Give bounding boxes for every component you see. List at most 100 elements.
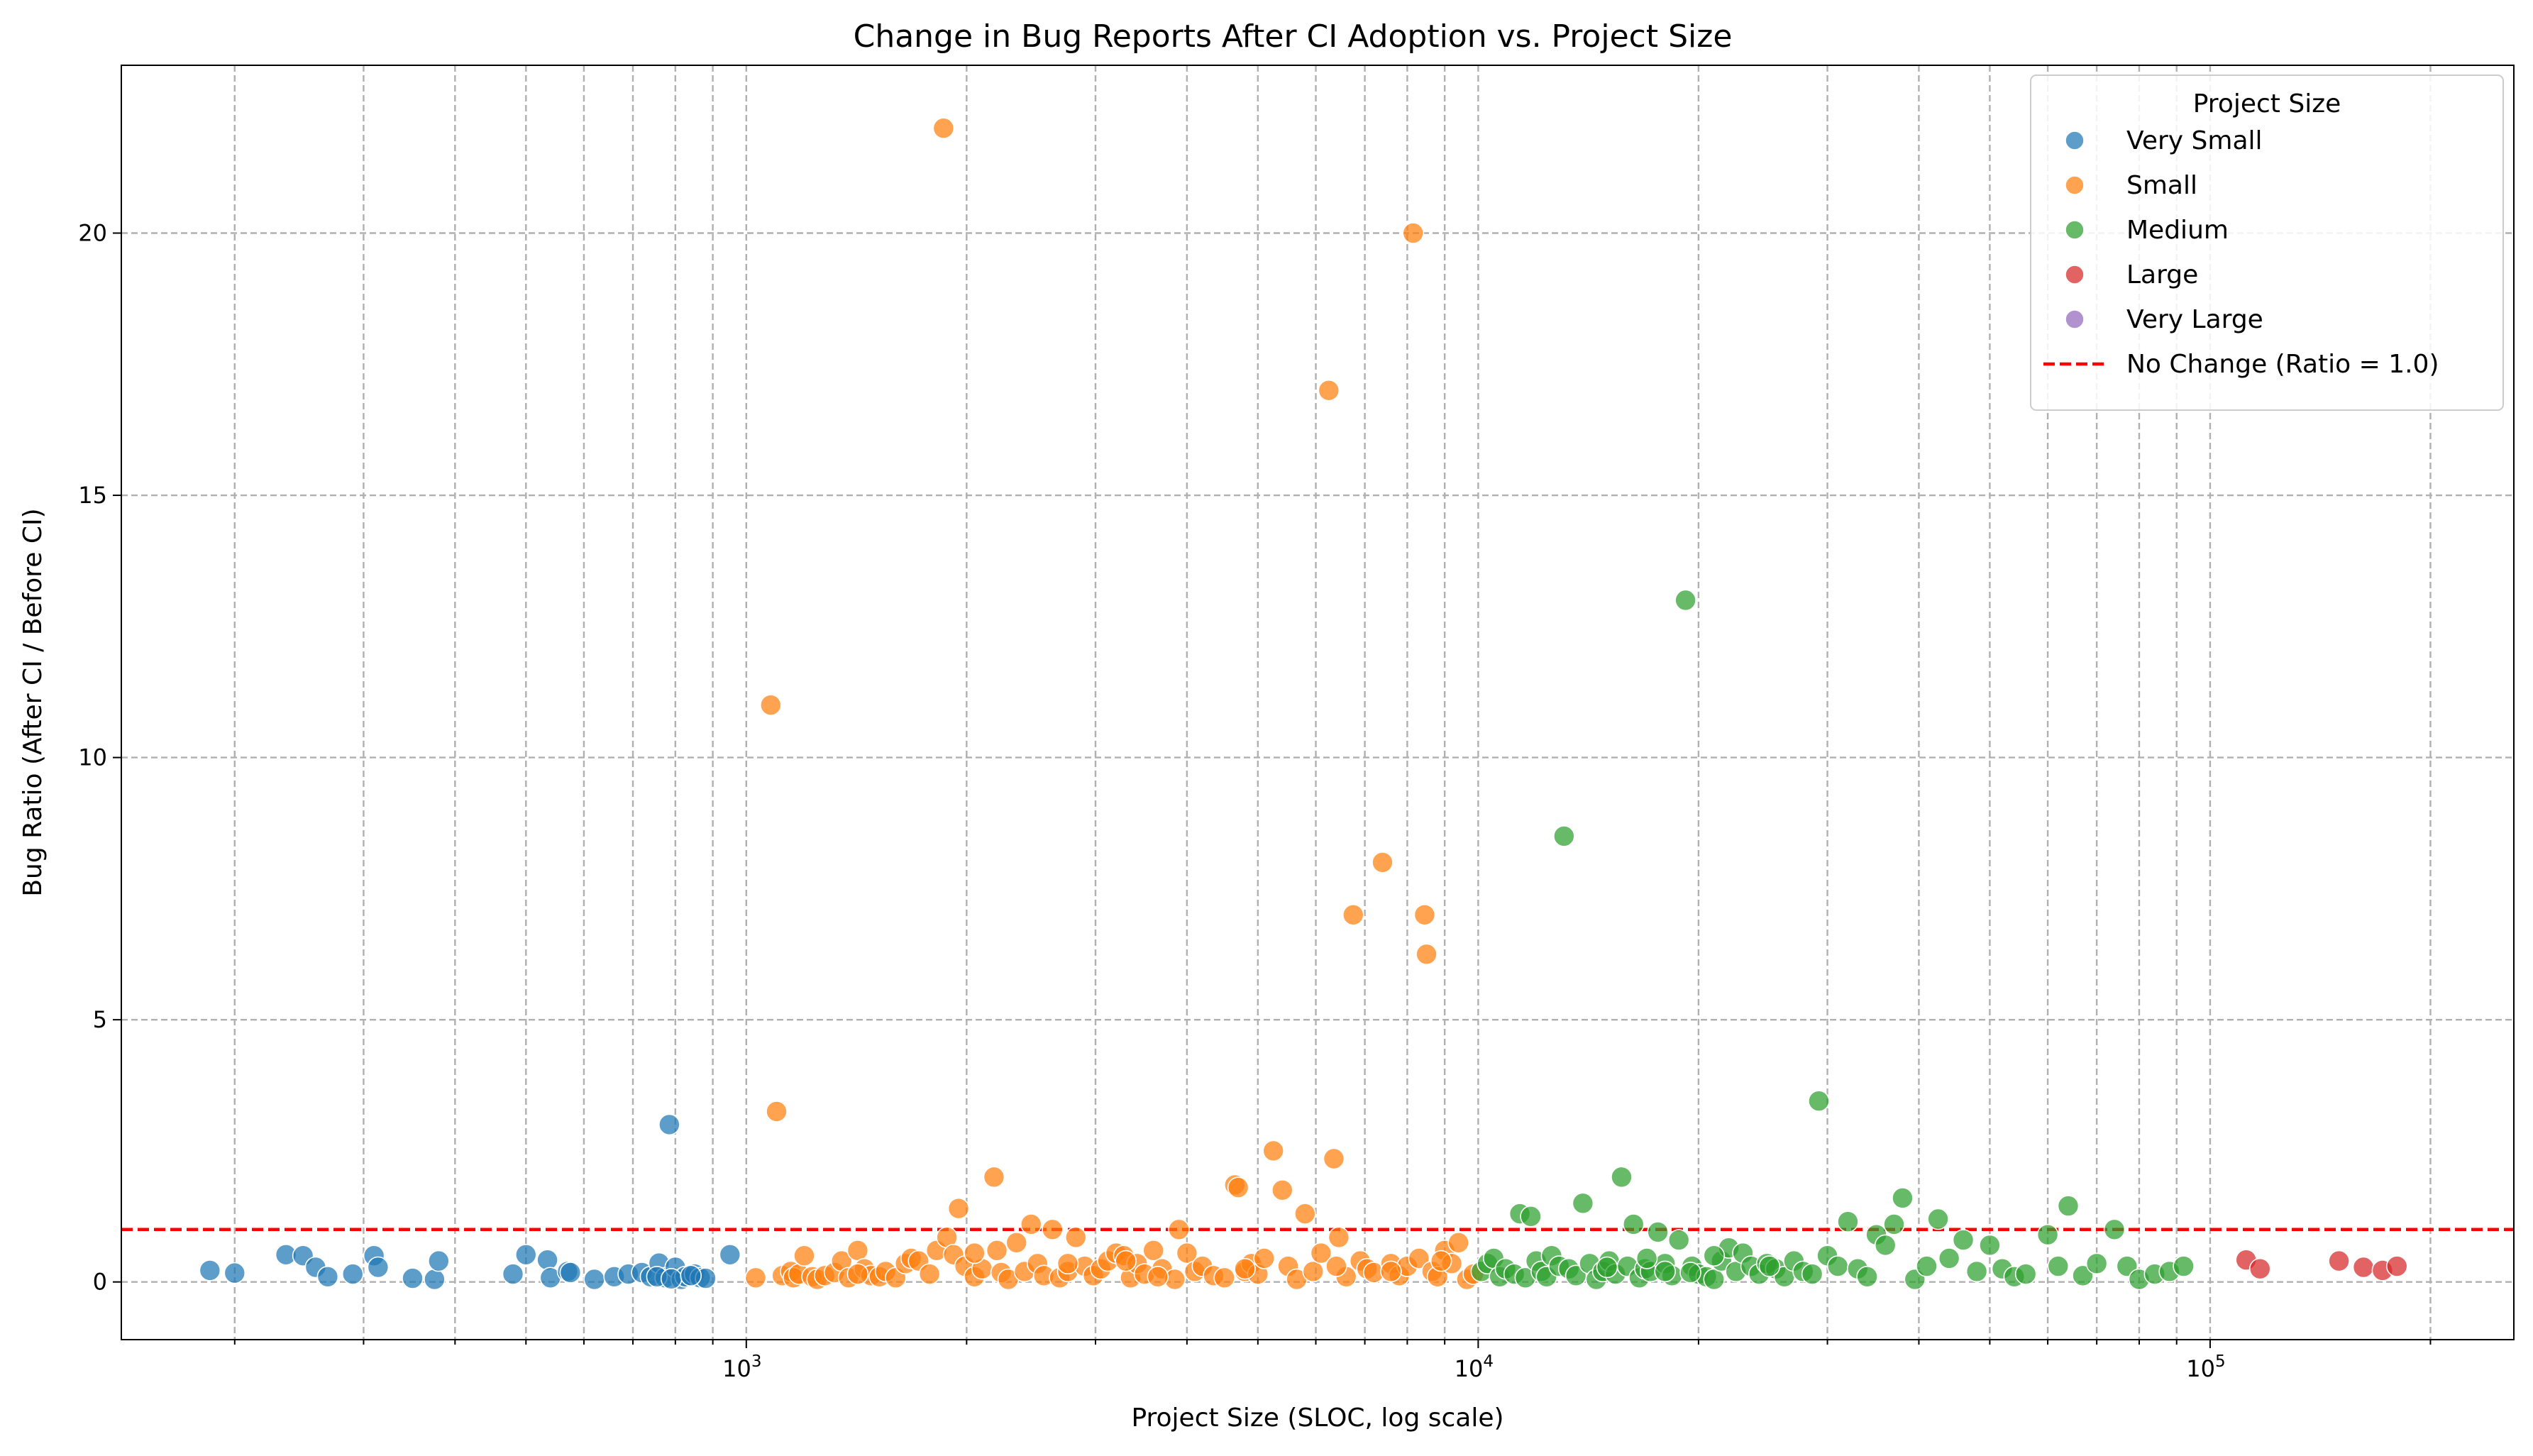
data-point <box>1213 1267 1235 1289</box>
data-point <box>2057 1195 2080 1217</box>
data-point <box>1328 1226 1350 1249</box>
legend-label: Very Large <box>2126 305 2263 334</box>
data-point <box>918 1263 941 1285</box>
data-point <box>1142 1240 1164 1262</box>
y-axis-ticks: 0 5 10 15 20 <box>78 220 121 1296</box>
data-point <box>1611 1166 1633 1188</box>
data-point <box>1447 1231 1469 1254</box>
data-point <box>1758 1255 1781 1277</box>
data-point <box>1837 1210 1859 1233</box>
data-point <box>2385 1255 2408 1277</box>
data-point <box>1856 1266 1878 1288</box>
data-point <box>1253 1247 1276 1269</box>
legend-label: Small <box>2126 171 2197 200</box>
data-point <box>932 117 955 139</box>
data-point <box>367 1256 390 1279</box>
data-point <box>2352 1256 2375 1279</box>
data-point <box>2072 1264 2094 1287</box>
data-point <box>1892 1187 1914 1209</box>
y-tick-label: 10 <box>78 744 107 771</box>
data-point <box>536 1249 558 1271</box>
data-point <box>983 1166 1005 1188</box>
data-point <box>2036 1223 2059 1246</box>
data-point <box>986 1240 1008 1262</box>
x-axis-ticks: 103 104 105 <box>233 1340 2432 1382</box>
data-point <box>1408 1247 1430 1269</box>
data-point <box>1674 589 1696 612</box>
data-point <box>1342 904 1364 926</box>
data-point <box>1874 1234 1897 1257</box>
data-point <box>402 1267 424 1289</box>
data-point <box>658 1113 680 1136</box>
data-point <box>1310 1242 1332 1264</box>
data-point <box>1005 1231 1027 1254</box>
x-tick-label: 103 <box>722 1352 761 1382</box>
chart-title: Change in Bug Reports After CI Adoption … <box>854 18 1733 55</box>
legend-marker <box>2065 220 2085 240</box>
data-point <box>1430 1250 1452 1272</box>
data-point <box>2248 1257 2271 1280</box>
data-point <box>2085 1252 2108 1275</box>
data-point <box>1372 851 1394 873</box>
data-point <box>846 1240 869 1262</box>
data-point <box>224 1262 246 1284</box>
data-point <box>1667 1229 1690 1251</box>
data-point <box>2103 1218 2126 1241</box>
data-point <box>1056 1252 1079 1275</box>
data-point <box>1262 1140 1285 1162</box>
data-point <box>680 1264 702 1287</box>
data-point <box>1883 1213 1905 1235</box>
data-point <box>1703 1268 1726 1291</box>
y-tick-label: 20 <box>78 220 107 247</box>
y-tick-label: 0 <box>93 1269 107 1296</box>
legend-marker <box>2065 309 2085 329</box>
data-point <box>1402 222 1425 244</box>
data-point <box>1938 1247 1960 1269</box>
data-point <box>583 1268 605 1291</box>
data-point <box>2328 1250 2350 1272</box>
data-point <box>1679 1262 1701 1284</box>
legend-label: No Change (Ratio = 1.0) <box>2126 350 2439 379</box>
data-point <box>1916 1255 1938 1277</box>
data-point <box>316 1266 339 1288</box>
data-point <box>1323 1147 1345 1170</box>
data-point <box>1965 1260 1988 1283</box>
legend-label: Large <box>2126 260 2198 289</box>
data-point <box>1020 1213 1042 1235</box>
data-point <box>1416 943 1437 966</box>
data-point <box>1553 825 1575 847</box>
legend-label: Medium <box>2126 216 2229 245</box>
y-tick-label: 15 <box>78 482 107 509</box>
data-point <box>719 1243 741 1266</box>
data-point <box>1147 1266 1169 1288</box>
data-point <box>1168 1218 1190 1241</box>
data-point <box>199 1259 221 1281</box>
data-point <box>766 1101 788 1123</box>
data-point <box>1703 1245 1726 1267</box>
data-point <box>1413 904 1436 926</box>
data-point <box>964 1242 986 1264</box>
data-point <box>1271 1179 1293 1201</box>
data-point <box>846 1263 869 1285</box>
data-point <box>2047 1255 2070 1277</box>
data-point <box>1294 1203 1316 1225</box>
data-point <box>1572 1192 1594 1215</box>
data-point <box>660 1267 683 1290</box>
data-point <box>1318 379 1340 402</box>
data-point <box>1654 1260 1677 1283</box>
data-point <box>1115 1250 1137 1272</box>
data-point <box>947 1197 970 1220</box>
data-point <box>1234 1257 1256 1280</box>
legend-title: Project Size <box>2193 89 2341 118</box>
data-point <box>1826 1255 1849 1277</box>
data-point <box>1927 1208 1949 1230</box>
data-point <box>1808 1090 1830 1113</box>
data-point <box>1596 1256 1618 1279</box>
data-point <box>1635 1247 1658 1269</box>
plot-area: 103 104 105 0 5 10 15 20 <box>78 65 2515 1382</box>
data-point <box>1176 1242 1198 1264</box>
data-point <box>1302 1260 1325 1283</box>
data-point <box>1622 1213 1645 1235</box>
data-point <box>1801 1263 1823 1285</box>
